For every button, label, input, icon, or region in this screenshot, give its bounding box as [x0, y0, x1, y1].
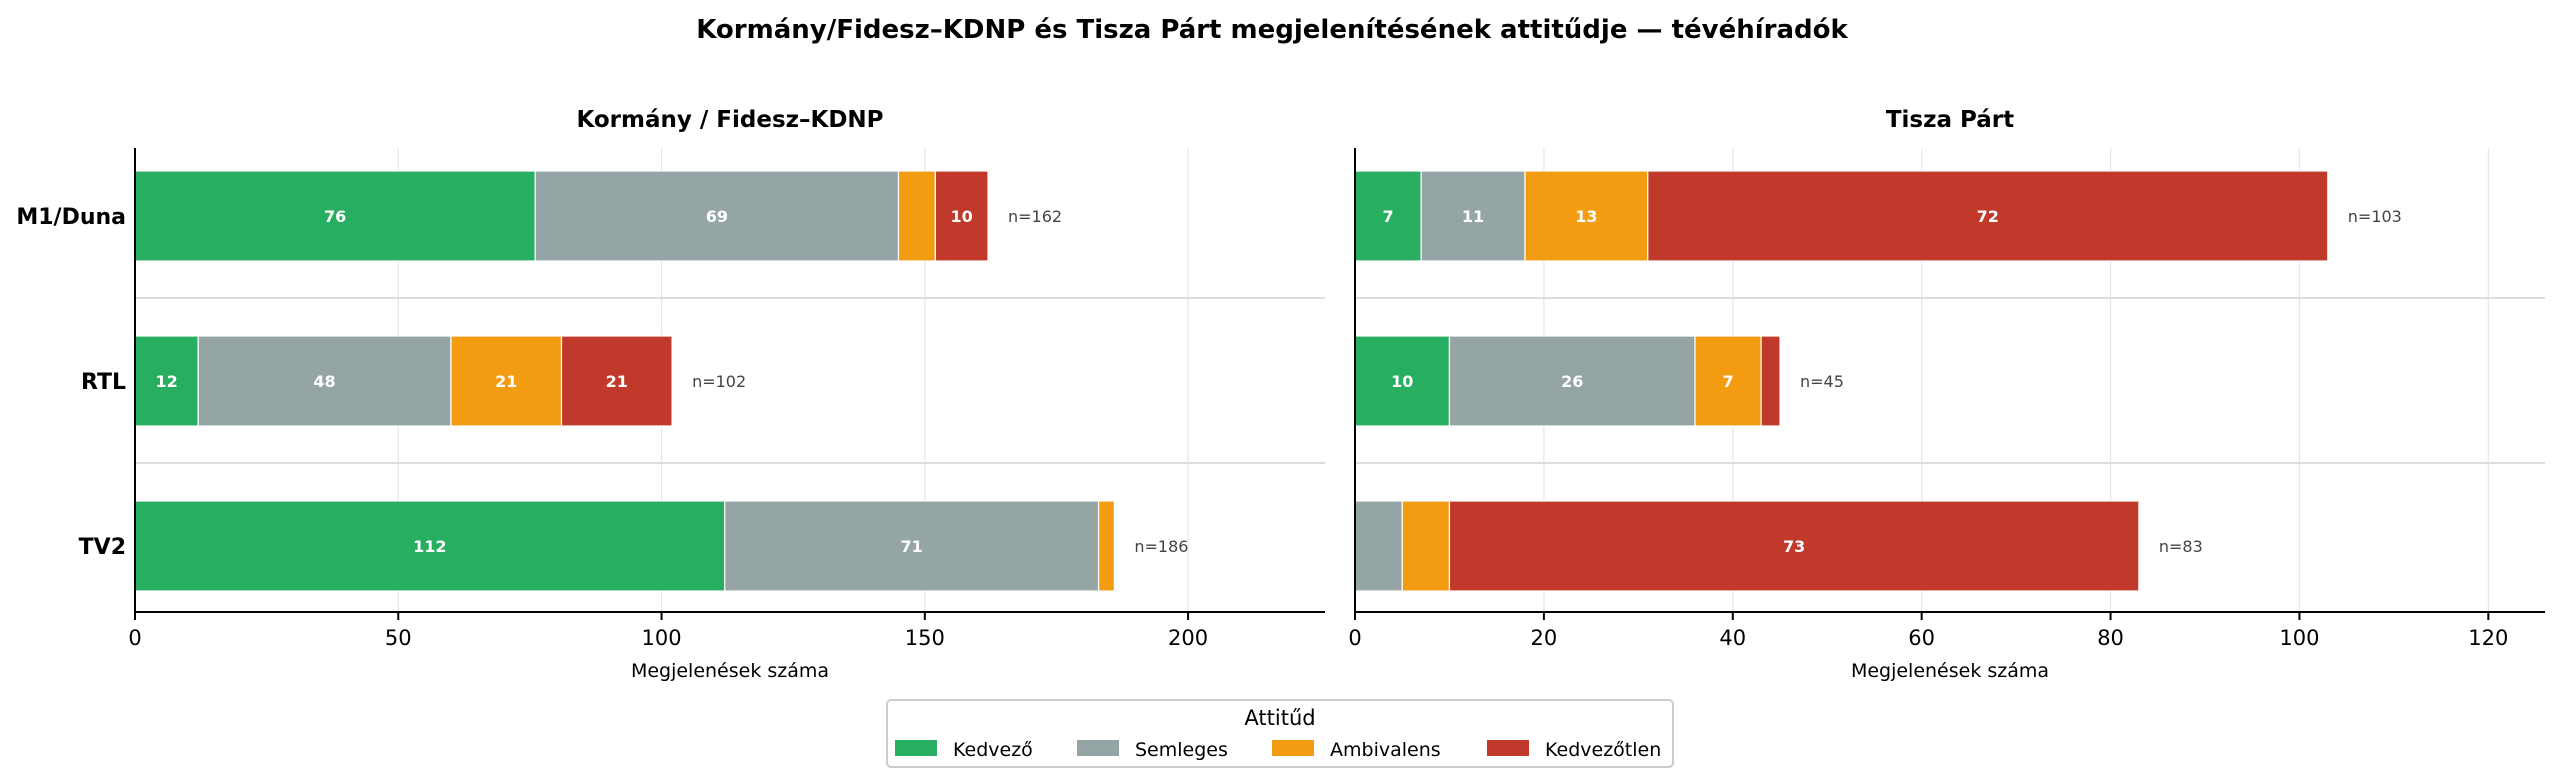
- legend-label: Semleges: [1135, 739, 1228, 761]
- x-tick-label: 200: [1168, 626, 1208, 650]
- total-label: n=186: [1134, 537, 1188, 556]
- x-tick-label: 0: [128, 626, 141, 650]
- segment-value-label: 10: [1391, 372, 1413, 391]
- legend-title: Attitűd: [1244, 706, 1315, 730]
- panel-title: Tisza Párt: [1886, 107, 2014, 133]
- x-tick-label: 40: [1719, 626, 1746, 650]
- bar-row: 76 69 10 n=162: [134, 170, 1062, 262]
- legend-label: Kedvező: [953, 739, 1033, 761]
- x-tick-label: 120: [2468, 626, 2508, 650]
- segment-value-label: 13: [1575, 207, 1597, 226]
- segment-value-label: 112: [413, 537, 446, 556]
- legend-item-ambivalens: Ambivalens: [1272, 739, 1441, 761]
- bar-segment-ambivalens: [1401, 500, 1451, 592]
- total-label: n=83: [2159, 537, 2203, 556]
- total-label: n=162: [1008, 207, 1062, 226]
- bar-row: 73 n=83: [1354, 500, 2203, 592]
- category-label: M1/Duna: [16, 205, 126, 230]
- segment-value-label: 10: [951, 207, 973, 226]
- segment-value-label: 69: [706, 207, 728, 226]
- x-axis-label: Megjelenések száma: [1851, 660, 2049, 682]
- x-axis-label: Megjelenések száma: [631, 660, 829, 682]
- segment-value-label: 21: [606, 372, 628, 391]
- legend-label: Ambivalens: [1330, 739, 1441, 761]
- x-tick-label: 20: [1531, 626, 1558, 650]
- bar-segment-kedvezőtlen: [934, 170, 989, 262]
- bar-segment-kedvezőtlen: [1760, 335, 1781, 427]
- panel-title: Kormány / Fidesz–KDNP: [576, 107, 883, 133]
- total-label: n=103: [2348, 207, 2402, 226]
- bar-row: 7 11 13 72 n=103: [1354, 170, 2402, 262]
- bar-segment-semleges: [1448, 335, 1696, 427]
- panel-kormany: Kormány / Fidesz–KDNP 76 69 10 n=162 M1/Duna 1…: [16, 107, 1325, 682]
- segment-value-label: 26: [1561, 372, 1583, 391]
- segment-value-label: 73: [1783, 537, 1805, 556]
- segment-value-label: 12: [155, 372, 177, 391]
- bar-segment-kedvező: [134, 500, 726, 592]
- legend-item-kedvezőtlen: Kedvezőtlen: [1487, 739, 1661, 761]
- bar-row: 10 26 7 n=45: [1354, 335, 1844, 427]
- bar-row: 112 71 n=186: [134, 500, 1188, 592]
- category-label: RTL: [81, 370, 126, 395]
- segment-value-label: 76: [324, 207, 346, 226]
- legend: Attitűd Kedvező Semleges Ambivalens Kedvező…: [886, 699, 1674, 768]
- bar-segment-kedvező: [1354, 170, 1422, 262]
- bar-segment-semleges: [534, 170, 900, 262]
- bar-segment-semleges: [197, 335, 452, 427]
- segment-value-label: 71: [901, 537, 923, 556]
- category-label: TV2: [79, 535, 126, 560]
- segment-value-label: 7: [1382, 207, 1393, 226]
- segment-value-label: 11: [1462, 207, 1484, 226]
- x-tick-label: 80: [2097, 626, 2124, 650]
- bar-segment-kedvező: [1354, 335, 1451, 427]
- panel-tisza: Tisza Párt 7 11 13 72 n=103 10 26 7 n=45 73 n=83 0 20…: [1348, 107, 2545, 682]
- bar-segment-semleges: [1354, 500, 1403, 592]
- legend-swatch: [1487, 740, 1529, 756]
- bar-segment-ambivalens: [1097, 500, 1115, 592]
- legend-item-semleges: Semleges: [1077, 739, 1228, 761]
- legend-swatch: [1272, 740, 1314, 756]
- x-tick-label: 100: [2279, 626, 2319, 650]
- segment-value-label: 72: [1977, 207, 1999, 226]
- legend-swatch: [895, 740, 937, 756]
- x-tick-label: 100: [642, 626, 682, 650]
- legend-label: Kedvezőtlen: [1545, 739, 1661, 761]
- panels: Kormány / Fidesz–KDNP 76 69 10 n=162 M1/Duna 1…: [16, 107, 2545, 682]
- legend-entries: Kedvező Semleges Ambivalens Kedvezőtlen: [895, 739, 1661, 761]
- bar-segment-ambivalens: [450, 335, 563, 427]
- chart-title: Kormány/Fidesz–KDNP és Tisza Párt megjel…: [696, 15, 1848, 45]
- bar-segment-ambivalens: [897, 170, 936, 262]
- total-label: n=45: [1800, 372, 1844, 391]
- x-tick-label: 0: [1348, 626, 1361, 650]
- bar-segment-kedvezőtlen: [1647, 170, 2329, 262]
- bar-segment-ambivalens: [1694, 335, 1762, 427]
- bar-segment-kedvezőtlen: [560, 335, 673, 427]
- segment-value-label: 48: [313, 372, 335, 391]
- x-tick-label: 150: [905, 626, 945, 650]
- legend-swatch: [1077, 740, 1119, 756]
- bar-segment-semleges: [724, 500, 1100, 592]
- bar-segment-kedvezőtlen: [1448, 500, 2140, 592]
- segment-value-label: 7: [1722, 372, 1733, 391]
- segment-value-label: 21: [495, 372, 517, 391]
- bar-row: 12 48 21 21 n=102: [134, 335, 746, 427]
- x-tick-label: 50: [385, 626, 412, 650]
- bar-segment-ambivalens: [1524, 170, 1649, 262]
- total-label: n=102: [692, 372, 746, 391]
- bar-segment-semleges: [1420, 170, 1526, 262]
- legend-item-kedvező: Kedvező: [895, 739, 1033, 761]
- x-tick-label: 60: [1908, 626, 1935, 650]
